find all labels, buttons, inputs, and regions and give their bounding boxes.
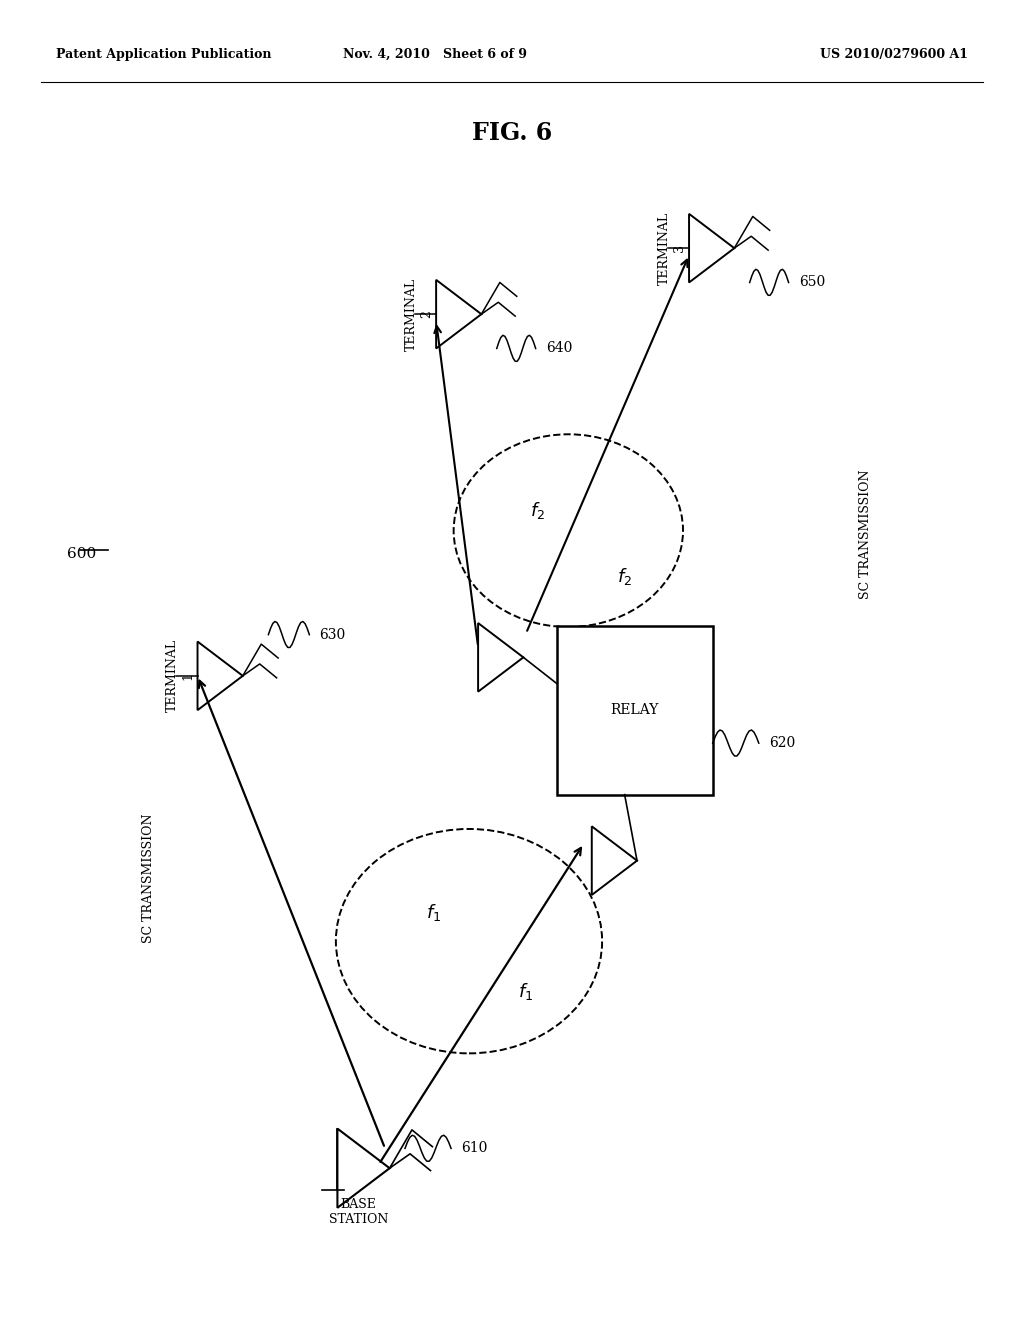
Text: 650: 650: [799, 276, 825, 289]
Text: $f_1$: $f_1$: [518, 981, 532, 1002]
Text: US 2010/0279600 A1: US 2010/0279600 A1: [819, 48, 968, 61]
Text: 640: 640: [546, 342, 572, 355]
Text: SC TRANSMISSION: SC TRANSMISSION: [859, 470, 871, 599]
Text: $f_1$: $f_1$: [426, 902, 440, 923]
Text: TERMINAL
1: TERMINAL 1: [166, 639, 195, 713]
Text: 620: 620: [769, 737, 796, 750]
Text: Nov. 4, 2010   Sheet 6 of 9: Nov. 4, 2010 Sheet 6 of 9: [343, 48, 527, 61]
Text: SC TRANSMISSION: SC TRANSMISSION: [142, 813, 155, 942]
Text: FIG. 6: FIG. 6: [472, 121, 552, 145]
Text: 600: 600: [67, 548, 96, 561]
Text: $f_2$: $f_2$: [530, 500, 545, 521]
Bar: [557, 626, 713, 795]
Text: RELAY: RELAY: [610, 704, 659, 717]
Text: BASE
STATION: BASE STATION: [329, 1199, 388, 1226]
Text: $f_2$: $f_2$: [617, 566, 632, 587]
Text: 630: 630: [319, 627, 346, 642]
Text: TERMINAL
3: TERMINAL 3: [657, 211, 686, 285]
Text: TERMINAL
2: TERMINAL 2: [404, 277, 433, 351]
Text: 610: 610: [461, 1142, 487, 1155]
Text: Patent Application Publication: Patent Application Publication: [56, 48, 271, 61]
